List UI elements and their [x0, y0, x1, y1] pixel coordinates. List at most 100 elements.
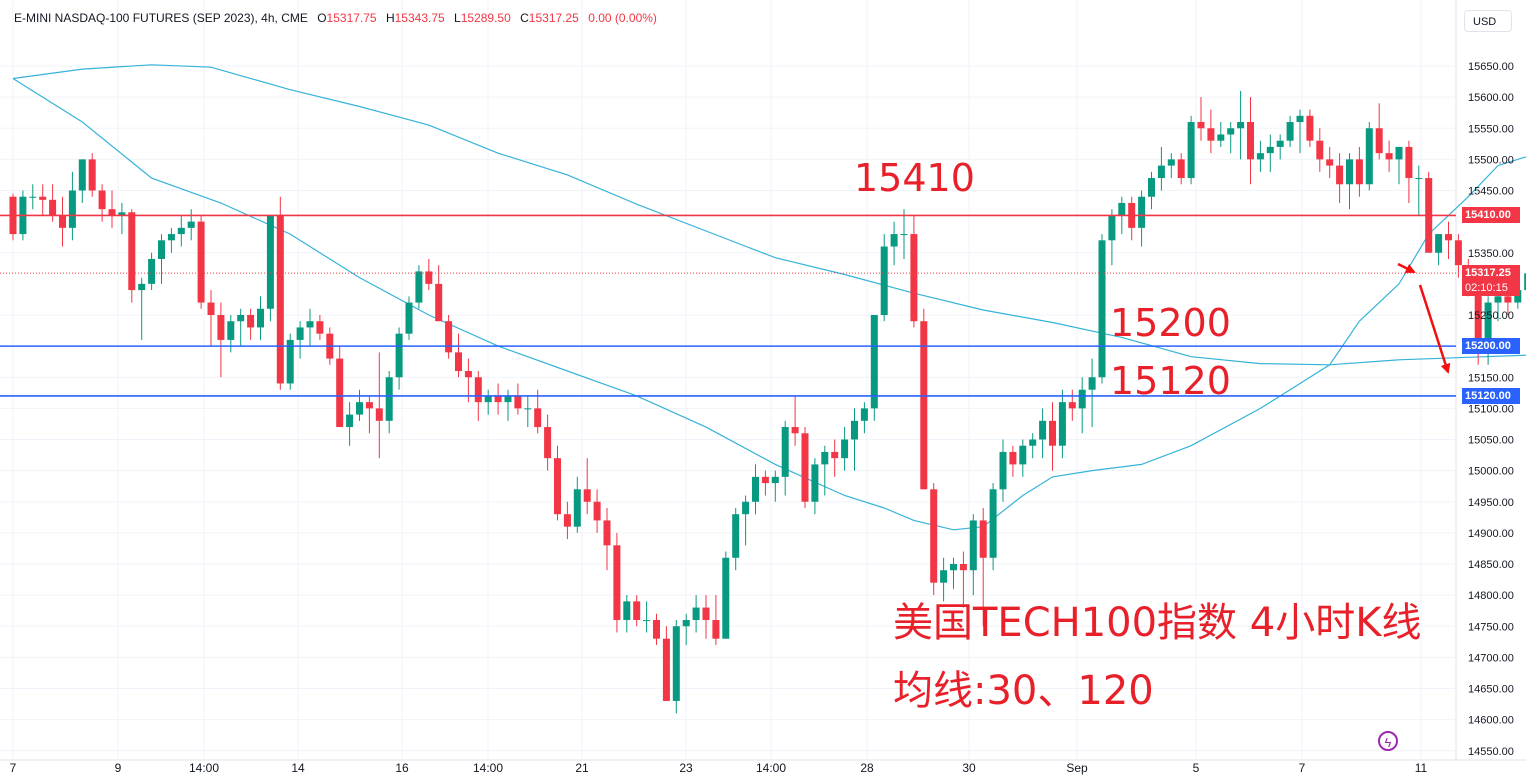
candle	[1138, 190, 1146, 247]
candle-body	[1177, 159, 1185, 179]
candle-body	[1029, 439, 1037, 446]
candle	[860, 402, 868, 434]
currency-button[interactable]: USD	[1464, 10, 1512, 32]
candle-body	[1316, 140, 1324, 160]
candle	[1197, 97, 1205, 141]
candle	[1148, 171, 1155, 210]
candle	[633, 595, 641, 627]
candle	[623, 595, 631, 633]
candle	[603, 507, 611, 571]
candle-body	[296, 327, 304, 340]
candle	[336, 346, 344, 428]
close-label: C	[520, 11, 529, 25]
candle	[197, 215, 205, 309]
candle-body	[940, 570, 948, 583]
candle-body	[1148, 178, 1155, 197]
x-tick-label: 28	[860, 761, 874, 775]
candle	[158, 234, 165, 284]
candle-body	[1098, 240, 1106, 378]
candle	[395, 327, 403, 390]
candle-body	[1157, 165, 1165, 179]
resistance-annotation: 15410	[854, 156, 975, 200]
lightning-icon[interactable]: ϟ	[1378, 731, 1398, 751]
x-tick-label: 5	[1193, 761, 1200, 775]
candle-body	[365, 402, 373, 409]
open-label: O	[317, 11, 327, 25]
candle	[1405, 140, 1413, 203]
x-tick-label: 23	[679, 761, 693, 775]
candle	[554, 445, 561, 521]
candle	[1306, 109, 1314, 147]
candle	[544, 414, 552, 471]
candle	[692, 595, 700, 633]
candle	[1375, 103, 1383, 160]
candle-body	[870, 315, 878, 409]
candle-body	[148, 258, 156, 284]
candle-body	[910, 234, 918, 322]
candle	[1435, 234, 1443, 266]
candle-body	[841, 439, 849, 459]
y-tick-label: 14900.00	[1468, 528, 1514, 540]
candle	[969, 514, 977, 596]
y-tick-label: 15250.00	[1468, 310, 1514, 322]
candle	[138, 277, 146, 340]
candle	[593, 489, 601, 533]
candle-body	[1375, 128, 1383, 154]
candle	[1445, 221, 1452, 259]
candle	[237, 308, 245, 347]
candle-body	[781, 427, 789, 477]
candle	[662, 626, 670, 701]
candle-body	[1326, 159, 1334, 166]
candle	[207, 290, 215, 347]
ma-line-ma30	[12, 77, 1526, 531]
candle-body	[1197, 122, 1205, 129]
candle	[643, 601, 651, 633]
candle	[563, 501, 571, 540]
candle-body	[1088, 377, 1096, 390]
candle-body	[1365, 128, 1373, 185]
candle	[1207, 109, 1215, 154]
candle	[1247, 97, 1254, 185]
candle-body	[1039, 420, 1047, 440]
candle-body	[979, 520, 987, 558]
candle-body	[712, 620, 720, 639]
candle	[247, 308, 255, 340]
candle-body	[1474, 283, 1482, 353]
candle	[1108, 209, 1116, 266]
candle-body	[672, 626, 680, 701]
candle	[771, 470, 779, 502]
candle	[1385, 140, 1393, 172]
candle-body	[1336, 165, 1344, 185]
candle	[1029, 433, 1037, 459]
candle-body	[593, 501, 601, 521]
candle	[128, 209, 136, 303]
candle	[445, 315, 453, 359]
candle-body	[791, 427, 799, 434]
candle	[583, 458, 591, 515]
symbol-title[interactable]: E-MINI NASDAQ-100 FUTURES (SEP 2023), 4h…	[14, 11, 308, 25]
candle	[494, 383, 502, 415]
candle	[29, 184, 37, 210]
y-tick-label: 15550.00	[1468, 123, 1514, 135]
candle	[1524, 273, 1526, 291]
candle-body	[59, 215, 66, 228]
candle	[68, 171, 76, 241]
y-tick-label: 15050.00	[1468, 435, 1514, 447]
candle-body	[346, 414, 354, 428]
candle	[1039, 408, 1047, 459]
candle	[653, 613, 660, 645]
candle-body	[524, 408, 532, 410]
candle	[712, 595, 720, 645]
candle	[1415, 165, 1423, 216]
candle-body	[752, 476, 759, 502]
y-tick-label: 15000.00	[1468, 466, 1514, 478]
candle-body	[1118, 202, 1126, 216]
candle-body	[831, 451, 839, 459]
resistance-price-tag: 15410.00	[1462, 207, 1520, 223]
candle-body	[504, 395, 512, 403]
candle	[108, 190, 116, 228]
candle	[524, 395, 532, 428]
candle-body	[455, 352, 462, 372]
